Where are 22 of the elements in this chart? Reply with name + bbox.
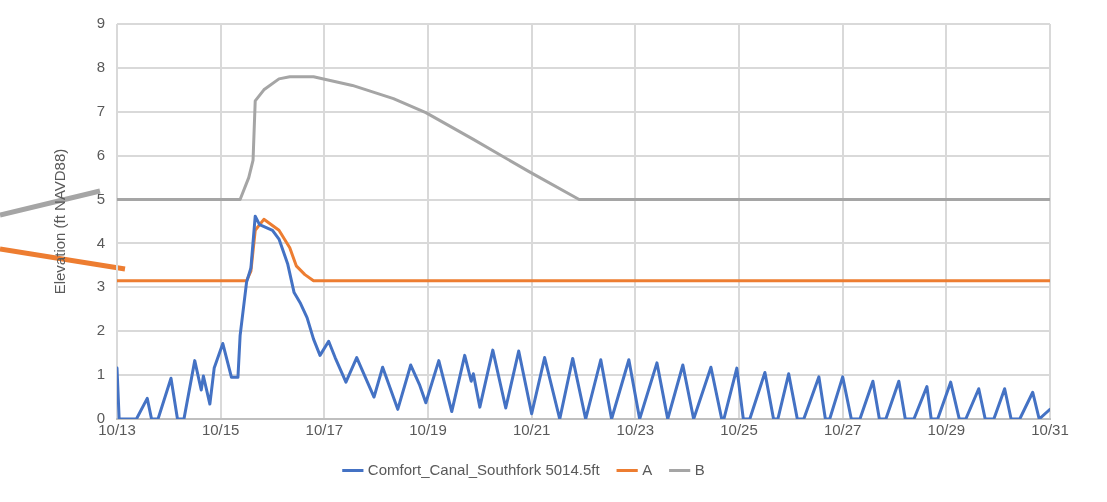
x-tick-label: 10/29 <box>927 421 966 439</box>
x-tick-label: 10/19 <box>409 421 447 439</box>
y-tick-label: 3 <box>96 277 105 295</box>
y-tick-label: 8 <box>96 58 105 76</box>
x-tick-label: 10/21 <box>512 421 551 439</box>
y-tick-label: 4 <box>96 233 105 251</box>
x-tick-label: 10/17 <box>305 421 344 439</box>
x-tick-label: 10/23 <box>616 421 655 439</box>
x-tick-label: 10/27 <box>823 421 862 439</box>
legend-label: B <box>694 460 705 478</box>
y-axis-title: Elevation (ft NAVD88) <box>51 148 69 295</box>
y-tick-label: 5 <box>96 189 105 207</box>
y-tick-label: 9 <box>96 14 105 32</box>
y-tick-label: 6 <box>96 145 105 163</box>
legend-label: A <box>642 460 653 478</box>
y-tick-label: 7 <box>96 101 105 119</box>
x-tick-label: 10/31 <box>1031 421 1069 439</box>
x-tick-label: 10/15 <box>201 421 240 439</box>
x-tick-label: 10/25 <box>720 421 758 439</box>
legend-label: Comfort_Canal_Southfork 5014.5ft <box>367 460 601 478</box>
y-tick-label: 2 <box>96 321 105 339</box>
y-tick-label: 1 <box>96 365 105 383</box>
